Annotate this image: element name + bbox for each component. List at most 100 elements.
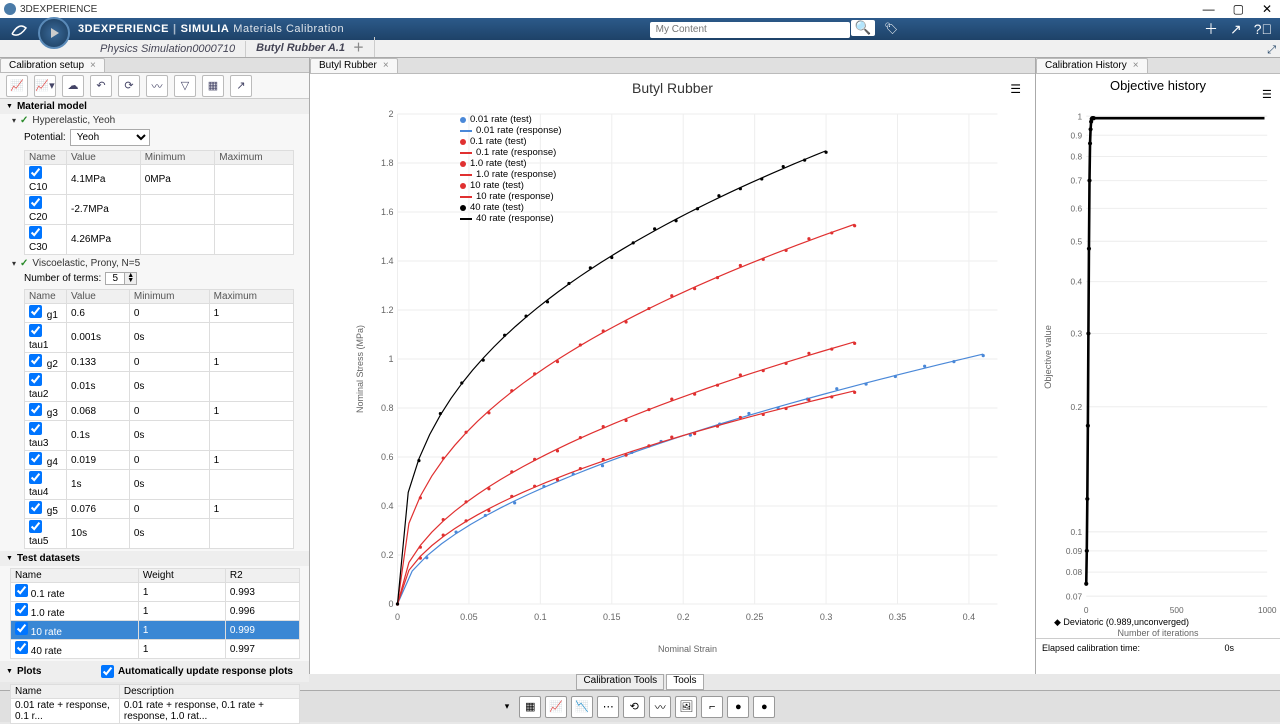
left-panel-tab[interactable]: Calibration setup× <box>0 58 105 72</box>
right-panel-tab[interactable]: Calibration History× <box>1036 58 1148 73</box>
dataset-row[interactable]: 1.0 rate10.996 <box>11 602 300 621</box>
undo-icon[interactable]: ↶ <box>90 75 112 97</box>
material-model-header[interactable]: Material model <box>0 99 309 114</box>
fit-icon[interactable]: 〰 <box>146 75 168 97</box>
history-legend: ◆ Deviatoric (0.989,unconverged) <box>1036 617 1280 628</box>
potential-select[interactable]: Yeoh <box>70 129 150 146</box>
history-title: Objective history <box>1036 74 1280 97</box>
svg-text:1.8: 1.8 <box>381 158 394 168</box>
param-row[interactable]: g50.07601 <box>25 500 294 519</box>
compass-play-button[interactable] <box>38 17 70 49</box>
chart-add-icon[interactable]: 📈▾ <box>34 75 56 97</box>
svg-text:Objective value: Objective value <box>1043 325 1053 389</box>
param-row[interactable]: tau30.1s0s <box>25 421 294 451</box>
setup-toolbar: 📈 📈▾ ☁ ↶ ⟳ 〰 ▽ ▦ ↗ <box>0 73 309 99</box>
grid-icon[interactable]: ▦ <box>202 75 224 97</box>
cloud-icon[interactable]: ☁ <box>62 75 84 97</box>
chart-title: Butyl Rubber <box>310 74 1035 102</box>
svg-text:0.09: 0.09 <box>1066 546 1083 556</box>
search-input[interactable] <box>650 22 850 38</box>
close-button[interactable]: ✕ <box>1258 2 1276 16</box>
svg-text:0.8: 0.8 <box>381 403 394 413</box>
elapsed-time-label: Elapsed calibration time: <box>1042 643 1140 653</box>
svg-text:0.9: 0.9 <box>1071 130 1083 140</box>
file-tab-physics[interactable]: Physics Simulation0000710 <box>90 41 246 57</box>
svg-text:0: 0 <box>1084 605 1089 615</box>
help-icon[interactable]: ?⃝ <box>1254 21 1272 37</box>
chart-legend: 0.01 rate (test)0.01 rate (response)0.1 … <box>460 114 562 224</box>
add-icon[interactable]: ＋ <box>1204 19 1218 39</box>
file-tab-butyl[interactable]: Butyl Rubber A.1＋ <box>246 37 375 57</box>
share-icon[interactable]: ↗ <box>1230 21 1242 38</box>
param-row[interactable]: g30.06801 <box>25 402 294 421</box>
minimize-button[interactable]: — <box>1199 2 1219 16</box>
param-row[interactable]: tau10.001s0s <box>25 323 294 353</box>
svg-text:0.4: 0.4 <box>1071 277 1083 287</box>
test-datasets-table: NameWeightR2 0.1 rate10.993 1.0 rate10.9… <box>10 568 300 659</box>
svg-text:0: 0 <box>395 612 400 622</box>
tool-disk1-icon[interactable]: ● <box>727 696 749 718</box>
param-row[interactable]: g20.13301 <box>25 353 294 372</box>
tool-chart2-icon[interactable]: 📉 <box>571 696 593 718</box>
center-panel-tab[interactable]: Butyl Rubber× <box>310 58 398 73</box>
param-row[interactable]: tau510s0s <box>25 519 294 549</box>
svg-text:500: 500 <box>1170 605 1184 615</box>
dataset-row[interactable]: 10 rate10.999 <box>11 621 300 640</box>
svg-text:0.6: 0.6 <box>1071 204 1083 214</box>
param-row[interactable]: C20-2.7MPa <box>25 195 294 225</box>
svg-text:1000: 1000 <box>1258 605 1277 615</box>
viscoelastic-header[interactable]: ✓Viscoelastic, Prony, N=5 <box>0 257 309 270</box>
export-icon[interactable]: ↗ <box>230 75 252 97</box>
svg-text:0.7: 0.7 <box>1071 176 1083 186</box>
dataset-row[interactable]: 40 rate10.997 <box>11 640 300 659</box>
svg-text:2: 2 <box>388 109 393 119</box>
tool-grid-icon[interactable]: ▦ <box>519 696 541 718</box>
tool-scatter-icon[interactable]: ⋯ <box>597 696 619 718</box>
param-row[interactable]: g40.01901 <box>25 451 294 470</box>
close-icon[interactable]: × <box>383 60 389 71</box>
tag-icon[interactable]: 🏷 <box>884 23 898 35</box>
tool-axes-icon[interactable]: ⌐ <box>701 696 723 718</box>
param-row[interactable]: C304.26MPa <box>25 225 294 255</box>
brand-area: Materials Calibration <box>233 23 344 35</box>
plots-header[interactable]: Plots Automatically update response plot… <box>0 661 309 682</box>
stress-strain-chart: 00.050.10.150.20.250.30.350.400.20.40.60… <box>360 104 1015 624</box>
elapsed-time-value: 0s <box>1224 643 1234 653</box>
bottom-tab-tools[interactable]: Tools <box>666 674 703 690</box>
tool-disk2-icon[interactable]: ● <box>753 696 775 718</box>
svg-text:0.25: 0.25 <box>746 612 764 622</box>
param-row[interactable]: tau20.01s0s <box>25 372 294 402</box>
test-datasets-header[interactable]: Test datasets <box>0 551 309 566</box>
svg-text:0.1: 0.1 <box>534 612 547 622</box>
tool-fit-icon[interactable]: 〰 <box>649 696 671 718</box>
title-bar: 3DEXPERIENCE — ▢ ✕ <box>0 0 1280 18</box>
close-icon[interactable]: × <box>90 60 96 71</box>
param-row[interactable]: tau41s0s <box>25 470 294 500</box>
svg-text:0.4: 0.4 <box>963 612 976 622</box>
bottom-tab-calibration[interactable]: Calibration Tools <box>576 674 664 690</box>
chart-menu-icon[interactable]: ☰ <box>1010 82 1021 96</box>
fullscreen-icon[interactable]: ⤢ <box>1267 44 1276 57</box>
tool-image-icon[interactable]: 🖼 <box>675 696 697 718</box>
svg-text:0.08: 0.08 <box>1066 567 1083 577</box>
auto-update-checkbox[interactable] <box>101 665 114 678</box>
hyperelastic-header[interactable]: ✓Hyperelastic, Yeoh <box>0 114 309 127</box>
refresh-icon[interactable]: ⟳ <box>118 75 140 97</box>
app-logo-icon <box>4 3 16 15</box>
param-row[interactable]: C104.1MPa0MPa <box>25 165 294 195</box>
close-icon[interactable]: × <box>1133 60 1139 71</box>
svg-text:0.1: 0.1 <box>1071 527 1083 537</box>
tool-chart1-icon[interactable]: 📈 <box>545 696 567 718</box>
search-button[interactable]: 🔍 <box>851 20 876 36</box>
filter-icon[interactable]: ▽ <box>174 75 196 97</box>
svg-text:0.6: 0.6 <box>381 452 394 462</box>
maximize-button[interactable]: ▢ <box>1229 2 1248 16</box>
svg-text:1.4: 1.4 <box>381 256 394 266</box>
chart-icon[interactable]: 📈 <box>6 75 28 97</box>
tool-link-icon[interactable]: ⟲ <box>623 696 645 718</box>
terms-spinner[interactable]: ▲▼ <box>105 272 137 285</box>
dataset-row[interactable]: 0.1 rate10.993 <box>11 583 300 602</box>
param-row[interactable]: g10.601 <box>25 304 294 323</box>
brand-main: 3DEXPERIENCE <box>78 23 169 35</box>
toolbar-expand-icon[interactable]: ▾ <box>505 701 510 712</box>
